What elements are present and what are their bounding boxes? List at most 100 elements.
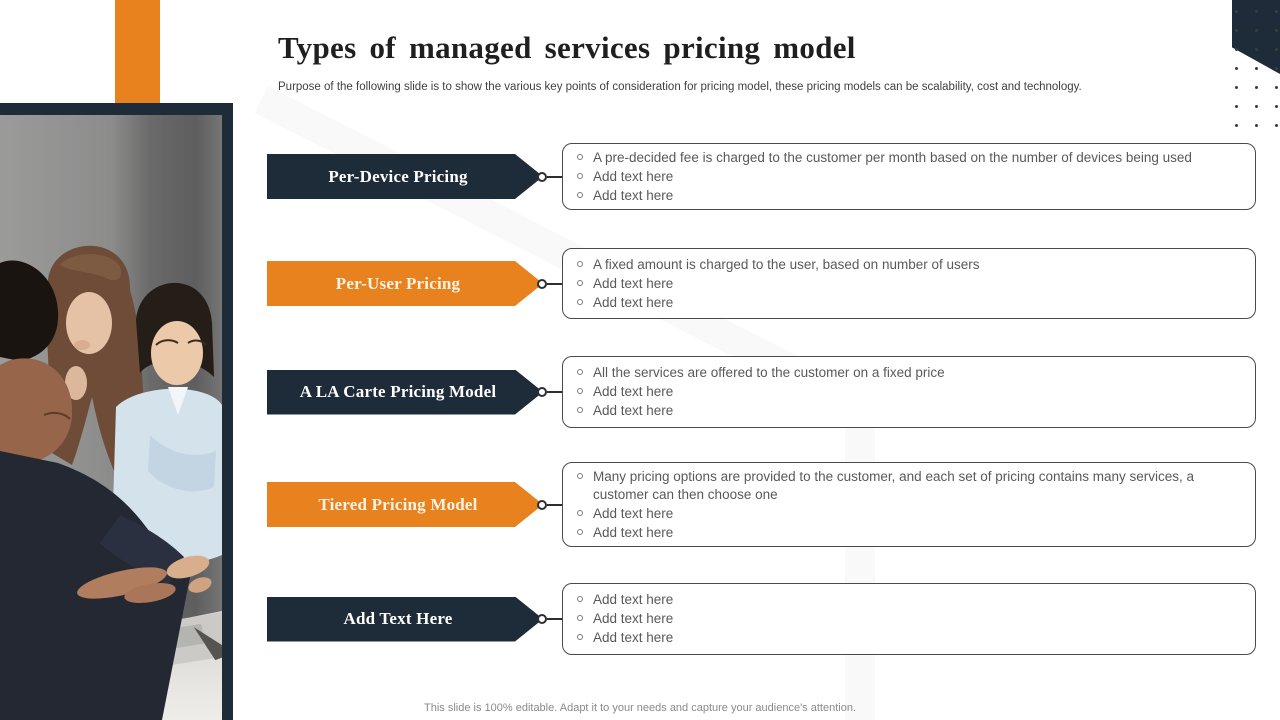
footer-note: This slide is 100% editable. Adapt it to… bbox=[424, 702, 856, 714]
pricing-detail-item[interactable]: Add text here bbox=[577, 383, 1241, 401]
dot-icon bbox=[1254, 29, 1258, 32]
connector-node-icon bbox=[537, 614, 547, 624]
watermark-vertical bbox=[845, 388, 875, 720]
slide-subtitle: Purpose of the following slide is to sho… bbox=[278, 81, 1082, 93]
dot-icon bbox=[1274, 10, 1278, 13]
dot-icon bbox=[1234, 124, 1238, 127]
page-title: Types of managed services pricing model bbox=[278, 30, 856, 65]
dot-icon bbox=[1254, 105, 1258, 108]
dot-grid-decoration bbox=[1226, 2, 1280, 135]
connector-node-icon bbox=[537, 278, 547, 289]
pricing-detail-box[interactable]: Add text here Add text here Add text her… bbox=[562, 583, 1256, 655]
circle-bullet-icon bbox=[577, 191, 583, 198]
dot-icon bbox=[1274, 124, 1278, 127]
pricing-row: Per-Device Pricing A pre-decided fee is … bbox=[267, 143, 1256, 210]
pricing-detail-text: Add text here bbox=[593, 403, 674, 419]
pricing-label: Add Text Here bbox=[343, 609, 453, 628]
pricing-row: Add Text Here Add text here Add text her… bbox=[267, 583, 1256, 655]
connector-line bbox=[547, 282, 562, 285]
circle-bullet-icon bbox=[577, 528, 583, 535]
pricing-label-arrow[interactable]: Tiered Pricing Model bbox=[267, 482, 543, 527]
pricing-label: Per-Device Pricing bbox=[328, 166, 468, 186]
pricing-detail-text: Add text here bbox=[593, 592, 674, 608]
dot-icon bbox=[1234, 10, 1238, 13]
dot-icon bbox=[1274, 67, 1278, 70]
pricing-detail-box[interactable]: A pre-decided fee is charged to the cust… bbox=[562, 143, 1256, 210]
connector-line bbox=[547, 175, 562, 178]
pricing-label: Per-User Pricing bbox=[335, 273, 461, 293]
dot-icon bbox=[1234, 105, 1238, 108]
photo-frame bbox=[0, 103, 233, 720]
connector-line bbox=[547, 391, 562, 393]
pricing-detail-text: Add text here bbox=[593, 384, 674, 400]
pricing-detail-list: Many pricing options are provided to the… bbox=[577, 467, 1241, 543]
circle-bullet-icon bbox=[577, 172, 583, 179]
pricing-label-arrow[interactable]: Per-User Pricing bbox=[267, 261, 543, 306]
circle-bullet-icon bbox=[577, 509, 583, 516]
circle-bullet-icon bbox=[577, 153, 583, 160]
pricing-detail-box[interactable]: All the services are offered to the cust… bbox=[562, 356, 1256, 428]
pricing-label-arrow[interactable]: A LA Carte Pricing Model bbox=[267, 369, 543, 415]
pricing-detail-text: Add text here bbox=[593, 611, 674, 627]
pricing-label-arrow[interactable]: Per-Device Pricing bbox=[267, 154, 543, 199]
circle-bullet-icon bbox=[577, 260, 583, 267]
pricing-detail-text: A pre-decided fee is charged to the cust… bbox=[593, 149, 1192, 165]
pricing-detail-text: Add text here bbox=[593, 168, 674, 184]
dot-icon bbox=[1254, 67, 1258, 70]
pricing-detail-list: Add text here Add text here Add text her… bbox=[577, 590, 1241, 649]
pricing-detail-item[interactable]: Add text here bbox=[577, 629, 1241, 647]
dot-icon bbox=[1274, 48, 1278, 51]
circle-bullet-icon bbox=[577, 388, 583, 395]
pricing-detail-item[interactable]: Add text here bbox=[577, 610, 1241, 628]
circle-bullet-icon bbox=[577, 298, 583, 305]
pricing-detail-text: A fixed amount is charged to the user, b… bbox=[593, 256, 980, 272]
pricing-label-arrow[interactable]: Add Text Here bbox=[267, 596, 543, 642]
pricing-detail-list: A fixed amount is charged to the user, b… bbox=[577, 254, 1241, 313]
dot-icon bbox=[1254, 124, 1258, 127]
connector-line bbox=[547, 618, 562, 620]
pricing-detail-item[interactable]: Many pricing options are provided to the… bbox=[577, 468, 1241, 503]
pricing-detail-item[interactable]: Add text here bbox=[577, 402, 1241, 420]
team-photo bbox=[0, 115, 222, 720]
pricing-detail-item[interactable]: All the services are offered to the cust… bbox=[577, 364, 1241, 382]
pricing-detail-item[interactable]: A fixed amount is charged to the user, b… bbox=[577, 256, 1241, 274]
dot-icon bbox=[1234, 67, 1238, 70]
pricing-detail-list: All the services are offered to the cust… bbox=[577, 363, 1241, 422]
pricing-label: Tiered Pricing Model bbox=[318, 494, 478, 514]
pricing-detail-box[interactable]: A fixed amount is charged to the user, b… bbox=[562, 248, 1256, 319]
dot-icon bbox=[1234, 29, 1238, 32]
dot-icon bbox=[1234, 48, 1238, 51]
dot-icon bbox=[1274, 29, 1278, 32]
pricing-detail-text: Add text here bbox=[593, 275, 674, 291]
circle-bullet-icon bbox=[577, 407, 583, 414]
pricing-detail-item[interactable]: Add text here bbox=[577, 294, 1241, 312]
circle-bullet-icon bbox=[577, 279, 583, 286]
pricing-rows: Per-Device Pricing A pre-decided fee is … bbox=[267, 0, 1256, 720]
pricing-row: A LA Carte Pricing Model All the service… bbox=[267, 356, 1256, 428]
pricing-detail-text: Add text here bbox=[593, 630, 674, 646]
pricing-detail-item[interactable]: Add text here bbox=[577, 591, 1241, 609]
pricing-detail-text: Many pricing options are provided to the… bbox=[593, 469, 1195, 502]
pricing-row: Tiered Pricing Model Many pricing option… bbox=[267, 462, 1256, 547]
pricing-detail-item[interactable]: Add text here bbox=[577, 187, 1241, 205]
dot-icon bbox=[1274, 86, 1278, 89]
dot-icon bbox=[1254, 86, 1258, 89]
pricing-detail-item[interactable]: A pre-decided fee is charged to the cust… bbox=[577, 149, 1241, 167]
pricing-detail-item[interactable]: Add text here bbox=[577, 524, 1241, 542]
connector-line bbox=[547, 503, 562, 506]
pricing-detail-box[interactable]: Many pricing options are provided to the… bbox=[562, 462, 1256, 547]
dot-icon bbox=[1274, 105, 1278, 108]
connector-node-icon bbox=[537, 171, 547, 182]
circle-bullet-icon bbox=[577, 369, 583, 376]
pricing-label: A LA Carte Pricing Model bbox=[299, 382, 497, 401]
pricing-detail-item[interactable]: Add text here bbox=[577, 505, 1241, 523]
circle-bullet-icon bbox=[577, 596, 583, 603]
pricing-detail-item[interactable]: Add text here bbox=[577, 168, 1241, 186]
dot-icon bbox=[1234, 86, 1238, 89]
connector-node-icon bbox=[537, 387, 547, 397]
pricing-detail-item[interactable]: Add text here bbox=[577, 275, 1241, 293]
pricing-detail-text: All the services are offered to the cust… bbox=[593, 365, 945, 381]
pricing-detail-text: Add text here bbox=[593, 505, 674, 521]
pricing-detail-list: A pre-decided fee is charged to the cust… bbox=[577, 147, 1241, 206]
